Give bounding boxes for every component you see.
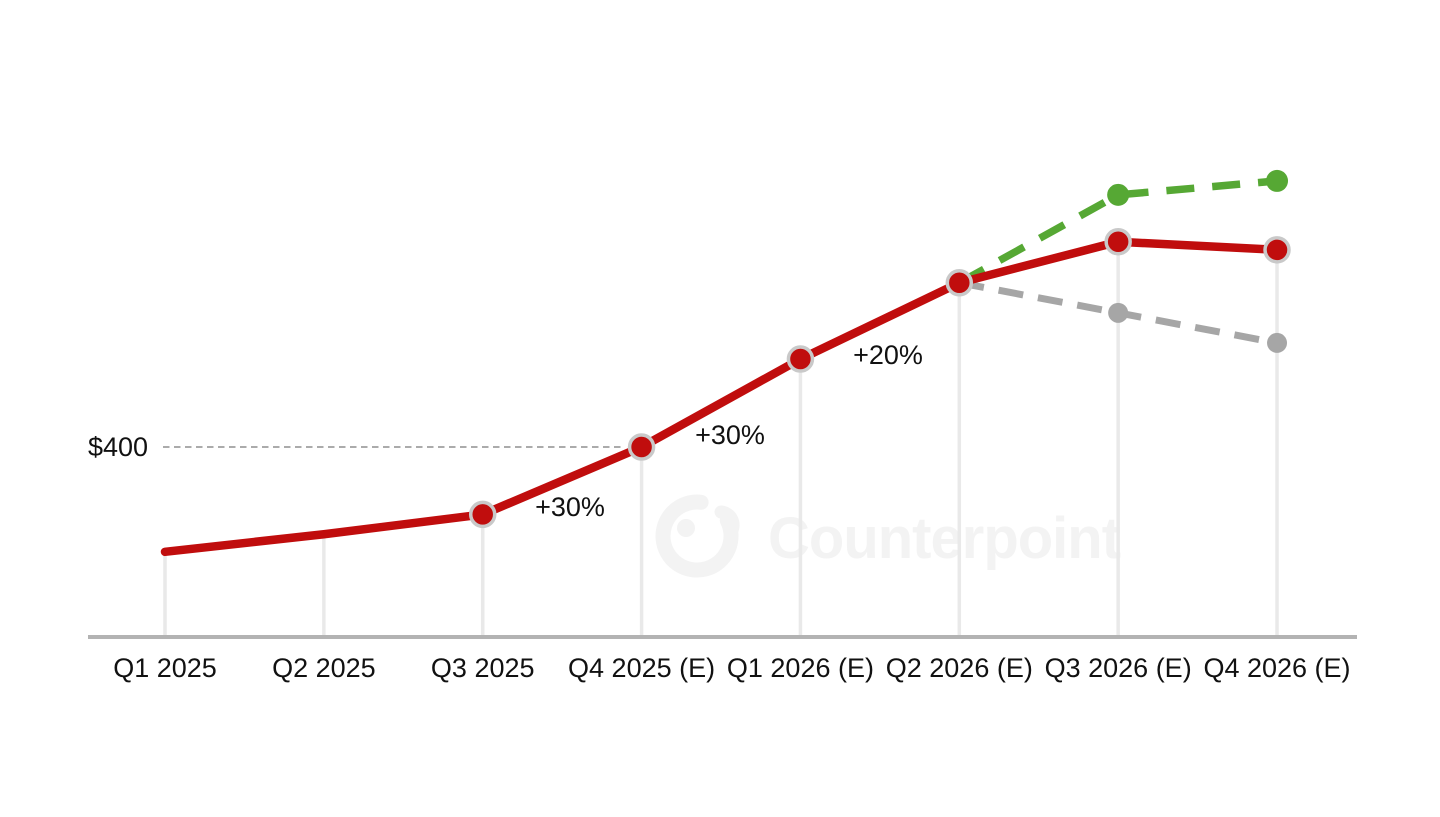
- watermark-text: Counterpoint: [768, 506, 1121, 571]
- logo-dot: [677, 519, 695, 537]
- x-axis-label: Q1 2025: [113, 653, 217, 683]
- data-point-price-trend: [1263, 236, 1291, 264]
- x-axis-label: Q3 2025: [431, 653, 535, 683]
- growth-annotation: +20%: [853, 340, 923, 370]
- growth-annotation: +30%: [695, 420, 765, 450]
- data-point-downside-scenario: [1108, 302, 1129, 323]
- series-line-price-trend: [160, 237, 1282, 557]
- data-point-price-trend: [1104, 228, 1132, 256]
- data-point-price-trend: [627, 433, 656, 461]
- logo-curl: [714, 505, 740, 539]
- watermark: Counterpoint: [655, 494, 1122, 578]
- x-axis-label: Q2 2026 (E): [886, 653, 1033, 683]
- growth-annotation: +30%: [535, 492, 605, 522]
- data-point-price-trend: [468, 500, 497, 529]
- data-point-downside-scenario: [1267, 332, 1288, 353]
- data-point-upside-scenario: [1266, 169, 1289, 192]
- x-axis-label: Q4 2025 (E): [568, 653, 715, 683]
- data-point-price-trend: [786, 345, 815, 373]
- data-point-upside-scenario: [1107, 183, 1130, 206]
- logo-ring: [655, 494, 739, 578]
- x-axis-label: Q1 2026 (E): [727, 653, 874, 683]
- series-line-upside-scenario: [957, 177, 1278, 287]
- counterpoint-logo-icon: [655, 494, 740, 578]
- reference-value-label: $400: [88, 432, 148, 462]
- data-point-price-trend: [945, 269, 974, 297]
- x-axis-label: Q4 2026 (E): [1203, 653, 1350, 683]
- x-axis-label: Q2 2025: [272, 653, 376, 683]
- x-axis-label: Q3 2026 (E): [1045, 653, 1192, 683]
